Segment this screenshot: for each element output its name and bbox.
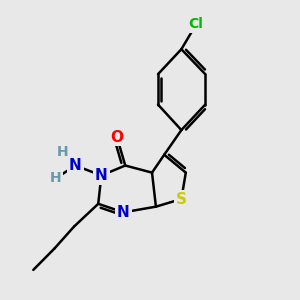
- Text: N: N: [117, 205, 130, 220]
- Text: S: S: [176, 191, 187, 206]
- Text: N: N: [95, 168, 108, 183]
- Text: H: H: [50, 171, 62, 185]
- Text: O: O: [110, 130, 123, 145]
- Text: N: N: [69, 158, 82, 173]
- Text: H: H: [57, 145, 68, 159]
- Text: Cl: Cl: [189, 17, 204, 31]
